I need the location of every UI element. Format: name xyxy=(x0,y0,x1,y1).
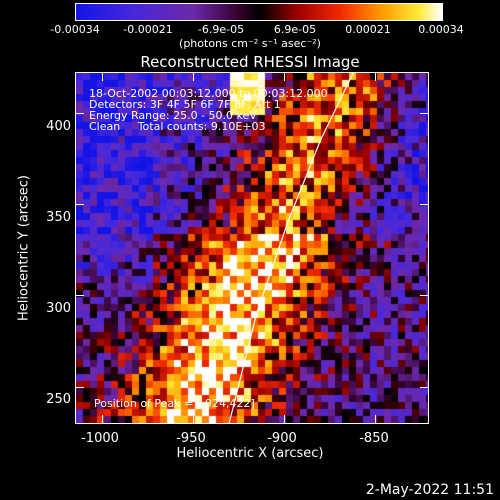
limb-line xyxy=(228,73,354,423)
y-tick-label: 400 xyxy=(46,119,71,134)
y-tick-mark xyxy=(76,295,84,297)
x-axis-label: Heliocentric X (arcsec) xyxy=(176,446,324,461)
y-tick-mark xyxy=(420,386,428,388)
y-tick-label: 250 xyxy=(46,392,71,407)
x-tick-mark xyxy=(192,415,194,423)
y-tick-mark xyxy=(76,113,84,115)
y-tick-mark xyxy=(76,204,84,206)
colorbar-gradient xyxy=(76,4,442,20)
colorbar-tick-label: 0.00021 xyxy=(345,23,391,36)
y-tick-label: 350 xyxy=(46,210,71,225)
y-tick-mark xyxy=(420,295,428,297)
y-tick-label: 300 xyxy=(46,301,71,316)
detectors-annotation: Detectors: 3F 4F 5F 6F 7F 8F, Att 1 xyxy=(89,98,281,111)
y-tick-mark xyxy=(76,386,84,388)
peak-position-annotation: Position of Peak = [-924,422] xyxy=(94,397,255,410)
timestamp: 2-May-2022 11:51 xyxy=(365,482,494,498)
x-tick-mark xyxy=(375,415,377,423)
time-range-annotation: 18-Oct-2002 00:03:12.000 to 00:03:12.000 xyxy=(89,87,328,100)
y-tick-mark xyxy=(420,204,428,206)
colorbar-unit-label: (photons cm⁻² s⁻¹ asec⁻²) xyxy=(179,37,321,50)
x-tick-mark xyxy=(283,415,285,423)
plot-area: 18-Oct-2002 00:03:12.000 to 00:03:12.000… xyxy=(75,72,429,424)
colorbar-tick-label: 6.9e-05 xyxy=(273,23,317,36)
energy-range-annotation: Energy Range: 25.0 - 50.0 keV xyxy=(89,109,257,122)
x-tick-label: -950 xyxy=(176,431,206,446)
colorbar xyxy=(75,3,443,21)
x-tick-mark xyxy=(101,73,103,81)
heatmap-image xyxy=(76,73,428,423)
x-tick-mark xyxy=(192,73,194,81)
x-tick-mark xyxy=(283,73,285,81)
colorbar-tick-label: -0.00034 xyxy=(50,23,100,36)
x-tick-label: -900 xyxy=(267,431,297,446)
x-tick-label: -1000 xyxy=(81,431,119,446)
total-counts-annotation: Clean Total counts: 9.10E+03 xyxy=(89,120,266,133)
y-tick-mark xyxy=(420,113,428,115)
x-tick-mark xyxy=(101,415,103,423)
x-tick-label: -850 xyxy=(359,431,389,446)
x-tick-mark xyxy=(375,73,377,81)
y-axis-label: Heliocentric Y (arcsec) xyxy=(16,175,32,321)
solar-limb-curve xyxy=(228,73,354,423)
chart-title: Reconstructed RHESSI Image xyxy=(140,53,360,71)
colorbar-tick-label: -6.9e-05 xyxy=(197,23,245,36)
colorbar-tick-label: 0.00034 xyxy=(418,23,464,36)
colorbar-tick-label: -0.00021 xyxy=(123,23,173,36)
